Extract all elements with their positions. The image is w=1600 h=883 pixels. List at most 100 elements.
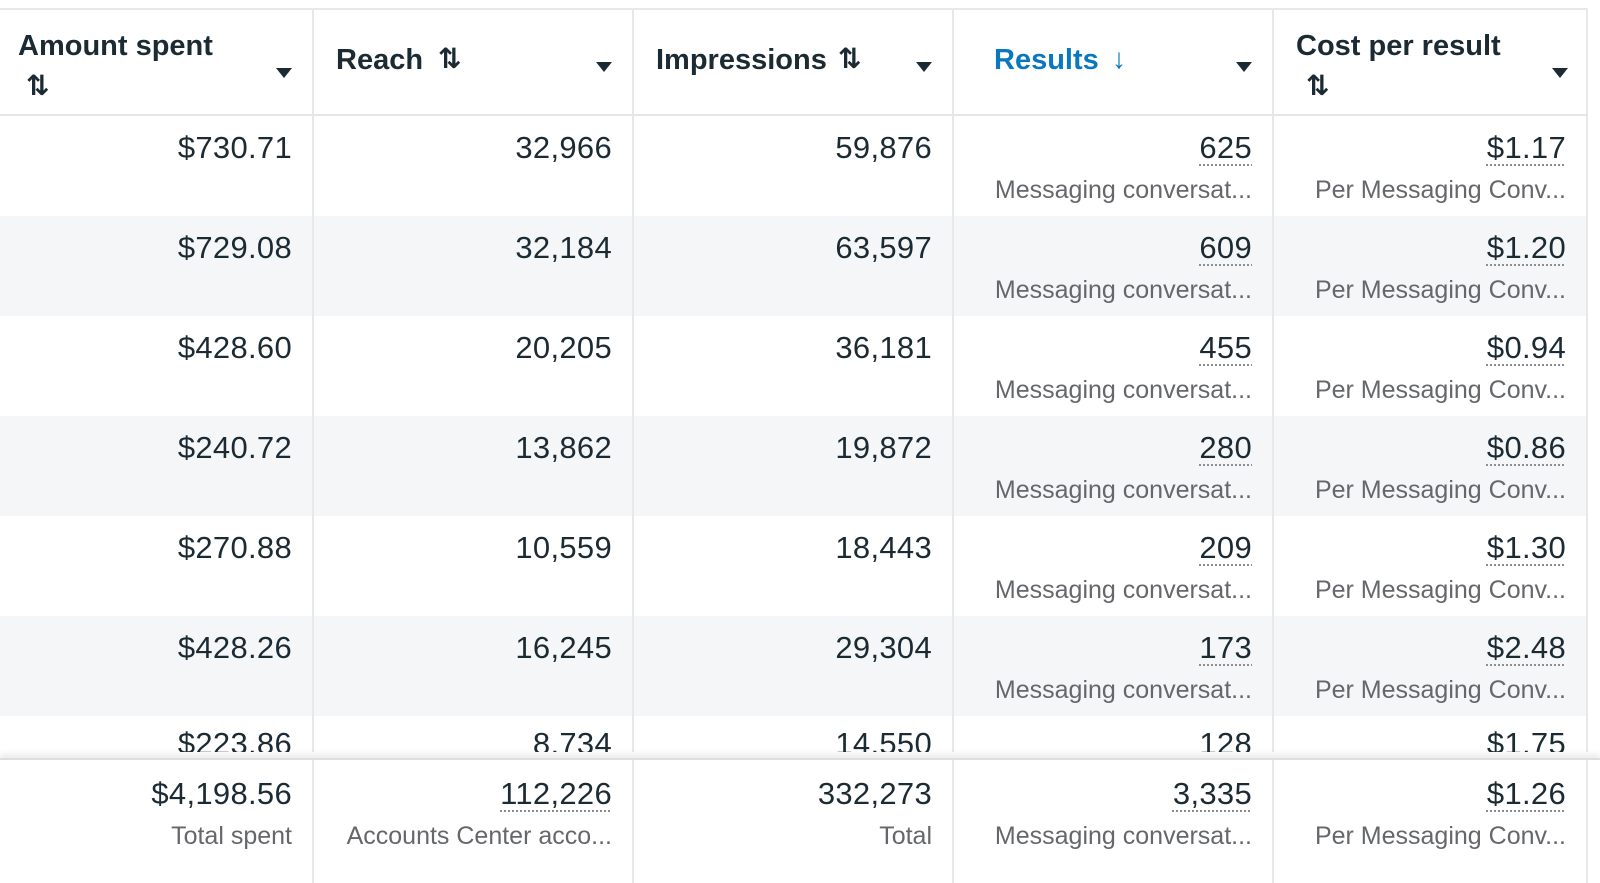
total-amount-spent-label: Total spent <box>171 822 292 850</box>
column-menu-caret-icon[interactable] <box>1552 68 1568 78</box>
total-reach-label: Accounts Center acco... <box>346 822 612 850</box>
cost-per-result-value[interactable]: $1.75 <box>1486 726 1566 752</box>
results-type-label: Messaging conversat... <box>994 576 1252 604</box>
totals-row-cells: $4,198.56 Total spent 112,226 Accounts C… <box>0 760 1588 883</box>
results-type-label: Messaging conversat... <box>994 276 1252 304</box>
column-title: Results <box>994 44 1099 76</box>
total-impressions-cell: 332,273 Total <box>634 760 954 883</box>
cost-per-result-label: Per Messaging Conv... <box>1314 676 1566 704</box>
sort-icon[interactable]: ⇅ <box>838 43 862 74</box>
cost-per-result-cell: $1.30 Per Messaging Conv... <box>1274 516 1588 616</box>
results-value[interactable]: 128 <box>1199 726 1252 752</box>
amount-spent-value: $270.88 <box>177 530 292 565</box>
reach-cell: 20,205 <box>314 316 634 416</box>
column-header-amount-spent[interactable]: Amount spent ⇅ <box>0 10 314 114</box>
results-cell: 609 Messaging conversat... <box>954 216 1274 316</box>
column-menu-caret-icon[interactable] <box>596 62 612 72</box>
results-cell: 280 Messaging conversat... <box>954 416 1274 516</box>
column-header-results[interactable]: Results ↓ <box>954 10 1274 114</box>
results-value[interactable]: 209 <box>1199 530 1252 565</box>
results-value[interactable]: 625 <box>1199 130 1252 165</box>
results-type-label: Messaging conversat... <box>994 476 1252 504</box>
column-header-impressions[interactable]: Impressions ⇅ <box>634 10 954 114</box>
column-header-reach[interactable]: Reach ⇅ <box>314 10 634 114</box>
results-type-label: Messaging conversat... <box>994 376 1252 404</box>
column-title: Reach <box>336 44 424 76</box>
amount-spent-value: $428.26 <box>177 630 292 665</box>
column-title: Amount spent <box>18 30 213 62</box>
column-menu-caret-icon[interactable] <box>1236 62 1252 72</box>
total-results-label: Messaging conversat... <box>994 822 1252 850</box>
cost-per-result-label: Per Messaging Conv... <box>1314 476 1566 504</box>
cost-per-result-label: Per Messaging Conv... <box>1314 576 1566 604</box>
total-amount-spent-value: $4,198.56 <box>151 776 292 811</box>
results-cell: 625 Messaging conversat... <box>954 116 1274 216</box>
reach-cell: 16,245 <box>314 616 634 716</box>
reach-value: 32,184 <box>515 230 612 265</box>
cost-per-result-value[interactable]: $1.20 <box>1486 230 1566 265</box>
total-reach-value[interactable]: 112,226 <box>500 776 612 811</box>
cost-per-result-label: Per Messaging Conv... <box>1314 176 1566 204</box>
impressions-cell: 29,304 <box>634 616 954 716</box>
column-title: Impressions <box>656 44 827 76</box>
total-results-value[interactable]: 3,335 <box>1172 776 1252 811</box>
reach-cell: 32,966 <box>314 116 634 216</box>
reach-value: 32,966 <box>515 130 612 165</box>
impressions-value: 59,876 <box>835 130 932 165</box>
table-row: $223.86 8,734 14,550 128 $1.75 <box>0 716 1588 752</box>
amount-spent-cell: $428.60 <box>0 316 314 416</box>
total-cost-per-result-value[interactable]: $1.26 <box>1486 776 1566 811</box>
cost-per-result-cell: $1.17 Per Messaging Conv... <box>1274 116 1588 216</box>
sort-icon[interactable]: ⇅ <box>26 70 50 101</box>
impressions-cell: 36,181 <box>634 316 954 416</box>
table-header-row: Amount spent ⇅ Reach ⇅ Impressions ⇅ Res… <box>0 8 1588 116</box>
cost-per-result-label: Per Messaging Conv... <box>1314 376 1566 404</box>
reach-cell: 8,734 <box>314 716 634 752</box>
results-value[interactable]: 609 <box>1199 230 1252 265</box>
amount-spent-value: $729.08 <box>177 230 292 265</box>
results-value[interactable]: 173 <box>1199 630 1252 665</box>
results-value[interactable]: 280 <box>1199 430 1252 465</box>
cost-per-result-value[interactable]: $0.86 <box>1486 430 1566 465</box>
impressions-value: 19,872 <box>835 430 932 465</box>
results-cell: 455 Messaging conversat... <box>954 316 1274 416</box>
sort-descending-icon[interactable]: ↓ <box>1112 43 1126 74</box>
results-cell: 128 <box>954 716 1274 752</box>
impressions-value: 29,304 <box>835 630 932 665</box>
total-results-cell: 3,335 Messaging conversat... <box>954 760 1274 883</box>
table-row: $729.08 32,184 63,597 609 Messaging conv… <box>0 216 1588 316</box>
results-value[interactable]: 455 <box>1199 330 1252 365</box>
amount-spent-cell: $428.26 <box>0 616 314 716</box>
reach-cell: 32,184 <box>314 216 634 316</box>
table-grid: Amount spent ⇅ Reach ⇅ Impressions ⇅ Res… <box>0 8 1588 752</box>
impressions-cell: 63,597 <box>634 216 954 316</box>
cost-per-result-value[interactable]: $1.30 <box>1486 530 1566 565</box>
cost-per-result-value[interactable]: $0.94 <box>1486 330 1566 365</box>
column-menu-caret-icon[interactable] <box>916 62 932 72</box>
sort-icon[interactable]: ⇅ <box>1306 70 1330 101</box>
total-reach-cell: 112,226 Accounts Center acco... <box>314 760 634 883</box>
results-cell: 173 Messaging conversat... <box>954 616 1274 716</box>
column-menu-caret-icon[interactable] <box>276 68 292 78</box>
amount-spent-cell: $270.88 <box>0 516 314 616</box>
reach-value: 10,559 <box>515 530 612 565</box>
results-cell: 209 Messaging conversat... <box>954 516 1274 616</box>
column-header-cost-per-result[interactable]: Cost per result ⇅ <box>1274 10 1588 114</box>
total-amount-spent-cell: $4,198.56 Total spent <box>0 760 314 883</box>
table-row: $730.71 32,966 59,876 625 Messaging conv… <box>0 116 1588 216</box>
amount-spent-value: $730.71 <box>177 130 292 165</box>
impressions-value: 36,181 <box>835 330 932 365</box>
cost-per-result-cell: $2.48 Per Messaging Conv... <box>1274 616 1588 716</box>
total-impressions-value: 332,273 <box>817 776 932 811</box>
total-impressions-label: Total <box>879 822 932 850</box>
total-cost-per-result-cell: $1.26 Per Messaging Conv... <box>1274 760 1588 883</box>
cost-per-result-value[interactable]: $2.48 <box>1486 630 1566 665</box>
impressions-value: 14,550 <box>835 726 932 752</box>
cost-per-result-value[interactable]: $1.17 <box>1486 130 1566 165</box>
table-row: $240.72 13,862 19,872 280 Messaging conv… <box>0 416 1588 516</box>
reach-cell: 13,862 <box>314 416 634 516</box>
reach-value: 13,862 <box>515 430 612 465</box>
sort-icon[interactable]: ⇅ <box>438 43 462 74</box>
cost-per-result-cell: $0.86 Per Messaging Conv... <box>1274 416 1588 516</box>
